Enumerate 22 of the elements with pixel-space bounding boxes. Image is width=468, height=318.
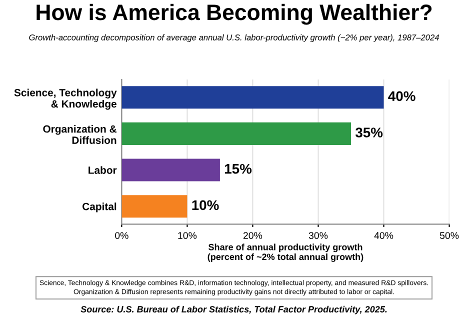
- chart-title: How is America Becoming Wealthier?: [36, 4, 432, 25]
- source-note: Source: U.S. Bureau of Labor Statistics, Total Factor Productivity, 2025.: [80, 306, 387, 314]
- x-tick-label: 20%: [243, 232, 262, 239]
- bar: [122, 86, 384, 109]
- x-tick-label: 40%: [374, 232, 394, 239]
- x-tick-label: 30%: [308, 232, 328, 239]
- x-axis-title: Share of annual productivity growth (percent of ~2% total annual growth): [208, 244, 364, 262]
- bar: [122, 122, 351, 145]
- chart-subtitle: Growth-accounting decomposition of average annual U.S. labor-productivity growth (~2% per year), 1987–2024: [29, 34, 439, 42]
- bar: [122, 158, 220, 182]
- data-label: 15%: [225, 164, 252, 174]
- x-tick-label: 50%: [440, 232, 459, 239]
- data-label: 40%: [388, 91, 416, 102]
- y-tick-label: Science, Technology & Knowledge: [14, 88, 117, 110]
- data-label: 35%: [355, 128, 383, 138]
- data-label: 10%: [192, 200, 219, 210]
- bar: [122, 195, 188, 218]
- y-tick-label: Capital: [82, 202, 116, 212]
- x-tick-label: 10%: [178, 232, 197, 239]
- y-tick-label: Labor: [88, 166, 117, 174]
- y-tick-label: Organization & Diffusion: [43, 125, 116, 144]
- x-tick-label: 0%: [115, 232, 128, 239]
